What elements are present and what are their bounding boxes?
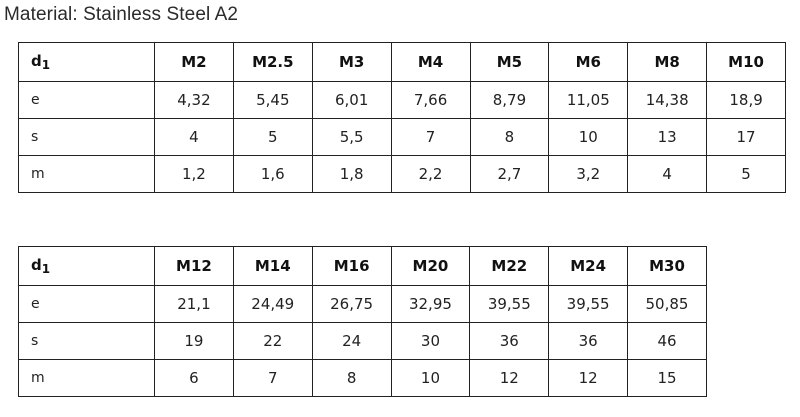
column-header: M8 [627, 42, 708, 82]
column-header: M4 [390, 42, 471, 82]
column-header: M20 [390, 246, 471, 286]
table-cell: 6,01 [311, 81, 392, 119]
column-header: M22 [469, 246, 550, 286]
table-cell: 19 [154, 322, 234, 360]
table-cell: 5,45 [232, 81, 313, 119]
column-header: M24 [548, 246, 629, 286]
table-cell: 18,9 [706, 81, 786, 119]
table-row: m 1,2 1,6 1,8 2,2 2,7 3,2 4 5 [18, 155, 786, 193]
header-label-cell: d1 [18, 42, 155, 82]
table-cell: 7,66 [390, 81, 471, 119]
spec-table-2: d1 M12 M14 M16 M20 M22 M24 M30 e 21,1 24… [18, 246, 707, 397]
table-cell: 24,49 [232, 285, 313, 323]
table-row: e 4,32 5,45 6,01 7,66 8,79 11,05 14,38 1… [18, 81, 786, 119]
table-cell: 15 [627, 359, 707, 397]
table-cell: 12 [469, 359, 550, 397]
column-header: M30 [627, 246, 707, 286]
table-cell: 14,38 [627, 81, 708, 119]
table-cell: 39,55 [469, 285, 550, 323]
table-cell: 12 [548, 359, 629, 397]
table-cell: 7 [232, 359, 313, 397]
table-cell: 46 [627, 322, 707, 360]
table-cell: 1,8 [311, 155, 392, 193]
table-cell: 5,5 [311, 118, 392, 156]
table-row: s 19 22 24 30 36 36 46 [18, 322, 707, 360]
table-cell: 26,75 [311, 285, 392, 323]
header-label-sub: 1 [41, 262, 51, 276]
table-cell: 5 [232, 118, 313, 156]
column-header: M3 [311, 42, 392, 82]
table-cell: 39,55 [548, 285, 629, 323]
table-cell: 21,1 [154, 285, 234, 323]
column-header: M10 [706, 42, 786, 82]
table-cell: 10 [548, 118, 629, 156]
table-cell: 2,7 [469, 155, 550, 193]
table-cell: 3,2 [548, 155, 629, 193]
table-cell: 32,95 [390, 285, 471, 323]
table-cell: 4,32 [154, 81, 234, 119]
row-label: m [18, 155, 155, 193]
table-row: s 4 5 5,5 7 8 10 13 17 [18, 118, 786, 156]
column-header: M16 [311, 246, 392, 286]
header-label-sub: 1 [41, 58, 51, 72]
table-cell: 8,79 [469, 81, 550, 119]
table-cell: 7 [390, 118, 471, 156]
table-cell: 2,2 [390, 155, 471, 193]
table-cell: 8 [469, 118, 550, 156]
table-cell: 4 [154, 118, 234, 156]
table-cell: 13 [627, 118, 708, 156]
column-header: M2 [154, 42, 234, 82]
table-cell: 8 [311, 359, 392, 397]
table-cell: 17 [706, 118, 786, 156]
table-row: e 21,1 24,49 26,75 32,95 39,55 39,55 50,… [18, 285, 707, 323]
table-cell: 11,05 [548, 81, 629, 119]
row-label: s [18, 118, 155, 156]
header-label-cell: d1 [18, 246, 155, 286]
table-cell: 30 [390, 322, 471, 360]
table-cell: 6 [154, 359, 234, 397]
table-cell: 1,6 [232, 155, 313, 193]
table-cell: 22 [232, 322, 313, 360]
row-label: s [18, 322, 155, 360]
column-header: M5 [469, 42, 550, 82]
table-cell: 1,2 [154, 155, 234, 193]
table-cell: 24 [311, 322, 392, 360]
table-row: m 6 7 8 10 12 12 15 [18, 359, 707, 397]
column-header: M6 [548, 42, 629, 82]
table-header-row: d1 M2 M2.5 M3 M4 M5 M6 M8 M10 [18, 42, 786, 82]
row-label: e [18, 285, 155, 323]
table-header-row: d1 M12 M14 M16 M20 M22 M24 M30 [18, 246, 707, 286]
table-cell: 36 [469, 322, 550, 360]
column-header: M12 [154, 246, 234, 286]
spec-table-1: d1 M2 M2.5 M3 M4 M5 M6 M8 M10 e 4,32 5,4… [18, 42, 786, 193]
row-label: e [18, 81, 155, 119]
header-label-main: d [31, 52, 42, 70]
column-header: M14 [232, 246, 313, 286]
table-cell: 5 [706, 155, 786, 193]
row-label: m [18, 359, 155, 397]
table-cell: 36 [548, 322, 629, 360]
header-label-main: d [31, 256, 42, 274]
table-cell: 50,85 [627, 285, 707, 323]
table-cell: 10 [390, 359, 471, 397]
column-header: M2.5 [232, 42, 313, 82]
page-title: Material: Stainless Steel A2 [4, 4, 239, 25]
table-cell: 4 [627, 155, 708, 193]
